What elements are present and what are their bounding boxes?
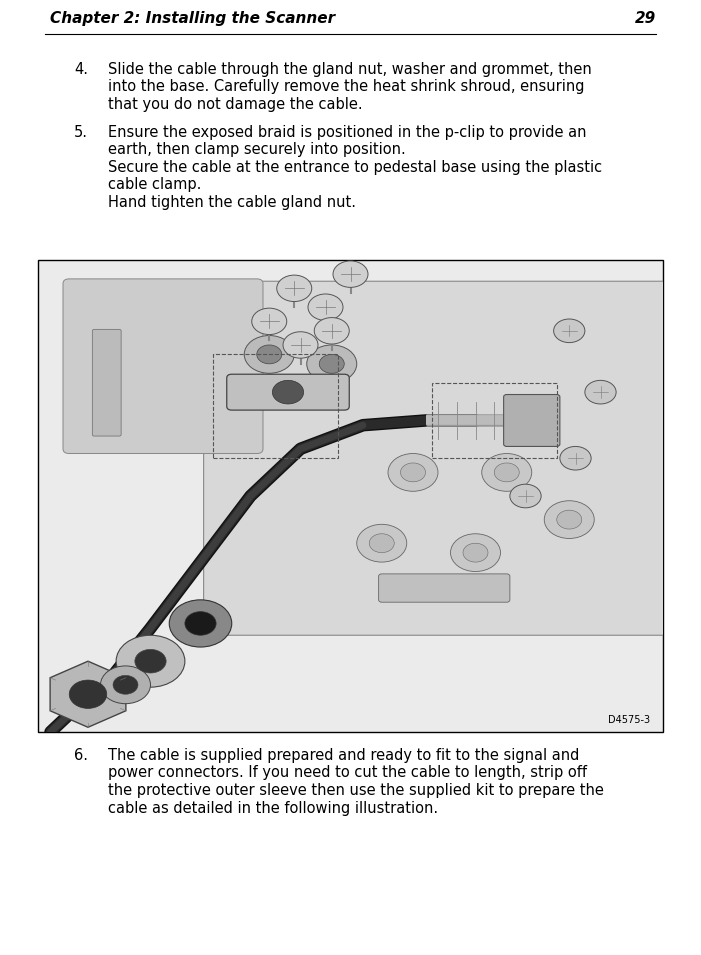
Text: The cable is supplied prepared and ready to fit to the signal and: The cable is supplied prepared and ready… bbox=[108, 748, 579, 763]
Circle shape bbox=[463, 543, 488, 562]
Text: 29: 29 bbox=[634, 11, 656, 26]
Text: the protective outer sleeve then use the supplied kit to prepare the: the protective outer sleeve then use the… bbox=[108, 783, 604, 798]
Circle shape bbox=[482, 454, 532, 491]
Circle shape bbox=[554, 319, 585, 343]
Circle shape bbox=[135, 649, 166, 673]
Text: 4.: 4. bbox=[74, 62, 88, 77]
Circle shape bbox=[357, 524, 407, 562]
Circle shape bbox=[451, 534, 501, 571]
Text: Secure the cable at the entrance to pedestal base using the plastic: Secure the cable at the entrance to pede… bbox=[108, 159, 602, 175]
Circle shape bbox=[100, 666, 151, 704]
Text: power connectors. If you need to cut the cable to length, strip off: power connectors. If you need to cut the… bbox=[108, 766, 587, 780]
Circle shape bbox=[257, 345, 282, 364]
Text: Chapter 2: Installing the Scanner: Chapter 2: Installing the Scanner bbox=[50, 11, 335, 26]
Circle shape bbox=[400, 463, 426, 482]
Circle shape bbox=[388, 454, 438, 491]
Circle shape bbox=[494, 463, 519, 482]
Circle shape bbox=[307, 345, 357, 383]
Text: Slide the cable through the gland nut, washer and grommet, then: Slide the cable through the gland nut, w… bbox=[108, 62, 592, 77]
Circle shape bbox=[333, 261, 368, 287]
Circle shape bbox=[169, 600, 232, 647]
FancyBboxPatch shape bbox=[63, 279, 263, 454]
Bar bbox=[432, 383, 557, 458]
Text: into the base. Carefully remove the heat shrink shroud, ensuring: into the base. Carefully remove the heat… bbox=[108, 79, 585, 95]
Circle shape bbox=[585, 380, 616, 404]
Circle shape bbox=[185, 611, 216, 635]
Polygon shape bbox=[50, 661, 126, 728]
Text: that you do not damage the cable.: that you do not damage the cable. bbox=[108, 97, 362, 112]
FancyBboxPatch shape bbox=[93, 329, 121, 436]
Circle shape bbox=[273, 380, 304, 404]
Circle shape bbox=[113, 675, 138, 694]
Text: 6.: 6. bbox=[74, 748, 88, 763]
Text: 5.: 5. bbox=[74, 124, 88, 139]
Circle shape bbox=[252, 308, 287, 334]
Circle shape bbox=[283, 331, 318, 358]
Circle shape bbox=[319, 354, 344, 373]
FancyBboxPatch shape bbox=[379, 574, 510, 603]
Circle shape bbox=[544, 500, 594, 539]
Text: cable clamp.: cable clamp. bbox=[108, 177, 201, 192]
Circle shape bbox=[314, 318, 349, 344]
FancyBboxPatch shape bbox=[226, 374, 349, 410]
Circle shape bbox=[308, 294, 343, 321]
FancyBboxPatch shape bbox=[203, 281, 672, 635]
Text: Ensure the exposed braid is positioned in the p-clip to provide an: Ensure the exposed braid is positioned i… bbox=[108, 124, 587, 139]
Bar bbox=[38, 260, 663, 732]
Bar bbox=[213, 354, 338, 458]
Text: earth, then clamp securely into position.: earth, then clamp securely into position… bbox=[108, 142, 406, 157]
Circle shape bbox=[510, 484, 541, 508]
Circle shape bbox=[116, 635, 185, 688]
Circle shape bbox=[244, 335, 294, 373]
Text: cable as detailed in the following illustration.: cable as detailed in the following illus… bbox=[108, 800, 438, 816]
Circle shape bbox=[560, 446, 591, 470]
Circle shape bbox=[277, 275, 312, 302]
Text: Hand tighten the cable gland nut.: Hand tighten the cable gland nut. bbox=[108, 195, 356, 209]
Circle shape bbox=[69, 680, 107, 709]
Text: D4575-3: D4575-3 bbox=[608, 715, 651, 725]
Circle shape bbox=[369, 534, 394, 553]
Circle shape bbox=[557, 510, 582, 529]
FancyBboxPatch shape bbox=[503, 394, 560, 446]
